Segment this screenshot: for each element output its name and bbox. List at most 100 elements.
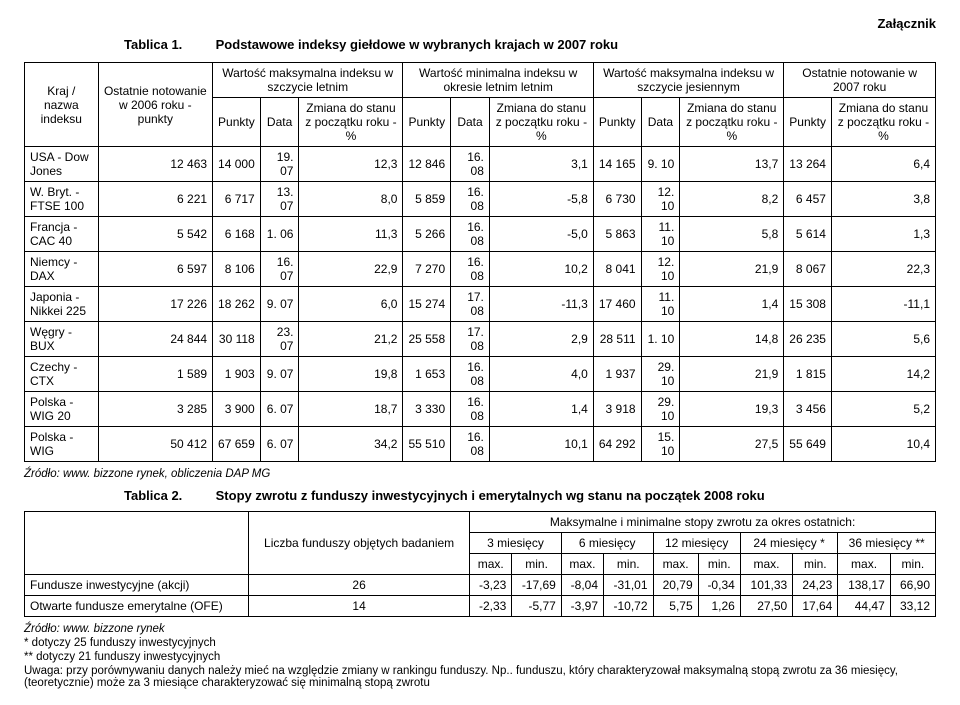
t1-cell: 21,2 bbox=[299, 322, 403, 357]
t1-h-pts: Punkty bbox=[784, 98, 832, 147]
t1-cell: 3,8 bbox=[831, 182, 935, 217]
t1-cell: 3 900 bbox=[213, 392, 261, 427]
table-row: Czechy - CTX1 5891 9039. 0719,81 65316. … bbox=[25, 357, 936, 392]
t1-country: W. Bryt. - FTSE 100 bbox=[25, 182, 99, 217]
t1-h-delta: Zmiana do stanu z początku roku - % bbox=[680, 98, 784, 147]
t1-cell: 16. 07 bbox=[260, 252, 299, 287]
table-row: Fundusze inwestycyjne (akcji)26-3,23-17,… bbox=[25, 575, 936, 596]
t2-cell: 101,33 bbox=[740, 575, 792, 596]
t1-cell: 13,7 bbox=[680, 147, 784, 182]
t2-label: Otwarte fundusze emerytalne (OFE) bbox=[25, 596, 249, 617]
t1-h-date: Data bbox=[641, 98, 680, 147]
t2-h-12m: 12 miesięcy bbox=[653, 533, 740, 554]
t1-cell: 6 457 bbox=[784, 182, 832, 217]
t1-cell: 6 168 bbox=[213, 217, 261, 252]
t2-tab-label: Tablica 2. bbox=[124, 488, 182, 503]
t1-cell: 16. 08 bbox=[451, 427, 490, 462]
t1-cell: 21,9 bbox=[680, 252, 784, 287]
t2-cell: -31,01 bbox=[604, 575, 654, 596]
t1-cell: 13 264 bbox=[784, 147, 832, 182]
t1-h-last2006: Ostatnie notowanie w 2006 roku - punkty bbox=[98, 63, 212, 147]
t1-cell: 29. 10 bbox=[641, 392, 680, 427]
t1-cell: 9. 07 bbox=[260, 357, 299, 392]
t1-cell: 6 730 bbox=[593, 182, 641, 217]
t1-cell: 6. 07 bbox=[260, 427, 299, 462]
t2-cell: -2,33 bbox=[470, 596, 512, 617]
t2-h-max: max. bbox=[470, 554, 512, 575]
t1-cell: 23. 07 bbox=[260, 322, 299, 357]
t1-h-last2007: Ostatnie notowanie w 2007 roku bbox=[784, 63, 936, 98]
table-row: Japonia - Nikkei 22517 22618 2629. 076,0… bbox=[25, 287, 936, 322]
t1-cell: 55 649 bbox=[784, 427, 832, 462]
t1-tab-label: Tablica 1. bbox=[124, 37, 182, 52]
t1-cell: 11,3 bbox=[299, 217, 403, 252]
t1-cell: 12. 10 bbox=[641, 182, 680, 217]
t1-cell: 16. 08 bbox=[451, 357, 490, 392]
t1-cell: -11,1 bbox=[831, 287, 935, 322]
table-row: Niemcy - DAX6 5978 10616. 0722,97 27016.… bbox=[25, 252, 936, 287]
t1-cell: 19. 07 bbox=[260, 147, 299, 182]
t1-cell: 14 165 bbox=[593, 147, 641, 182]
t1-cell: 55 510 bbox=[403, 427, 451, 462]
t2-cell: 138,17 bbox=[838, 575, 890, 596]
t1-h-date: Data bbox=[451, 98, 490, 147]
t1-cell: 10,4 bbox=[831, 427, 935, 462]
t1-cell: 2,9 bbox=[489, 322, 593, 357]
t1-country: Japonia - Nikkei 225 bbox=[25, 287, 99, 322]
t1-country: Niemcy - DAX bbox=[25, 252, 99, 287]
t1-cell: 3 918 bbox=[593, 392, 641, 427]
t1-h-pts: Punkty bbox=[593, 98, 641, 147]
t1-cell: 12 463 bbox=[98, 147, 212, 182]
t1-h-maxsummer: Wartość maksymalna indeksu w szczycie le… bbox=[213, 63, 403, 98]
table-row: Francja - CAC 405 5426 1681. 0611,35 266… bbox=[25, 217, 936, 252]
t1-cell: 1 937 bbox=[593, 357, 641, 392]
t1-h-country: Kraj / nazwa indeksu bbox=[25, 63, 99, 147]
t1-h-maxautumn: Wartość maksymalna indeksu w szczycie je… bbox=[593, 63, 783, 98]
t2-cell: 66,90 bbox=[890, 575, 935, 596]
t1-country: Polska - WIG bbox=[25, 427, 99, 462]
t1-cell: 1,4 bbox=[489, 392, 593, 427]
t1-cell: 13. 07 bbox=[260, 182, 299, 217]
t1-cell: 15 308 bbox=[784, 287, 832, 322]
t1-cell: 22,9 bbox=[299, 252, 403, 287]
t1-cell: 1. 10 bbox=[641, 322, 680, 357]
t1-cell: 5,6 bbox=[831, 322, 935, 357]
t1-cell: 5 859 bbox=[403, 182, 451, 217]
t1-cell: 22,3 bbox=[831, 252, 935, 287]
t1-cell: -5,8 bbox=[489, 182, 593, 217]
t1-cell: 29. 10 bbox=[641, 357, 680, 392]
t1-cell: 16. 08 bbox=[451, 252, 490, 287]
t1-cell: 5 614 bbox=[784, 217, 832, 252]
t1-cell: 16. 08 bbox=[451, 182, 490, 217]
t1-cell: 6 597 bbox=[98, 252, 212, 287]
table-row: USA - Dow Jones12 46314 00019. 0712,312 … bbox=[25, 147, 936, 182]
attachment-label: Załącznik bbox=[24, 16, 936, 31]
t1-cell: 67 659 bbox=[213, 427, 261, 462]
t2-cell: -10,72 bbox=[604, 596, 654, 617]
t1-h-delta: Zmiana do stanu z początku roku - % bbox=[489, 98, 593, 147]
t1-country: Francja - CAC 40 bbox=[25, 217, 99, 252]
t2-h-blank bbox=[25, 512, 249, 575]
t1-cell: 17 460 bbox=[593, 287, 641, 322]
t1-cell: 14,2 bbox=[831, 357, 935, 392]
t1-cell: 50 412 bbox=[98, 427, 212, 462]
t1-cell: 6. 07 bbox=[260, 392, 299, 427]
t2-cell: 44,47 bbox=[838, 596, 890, 617]
t2-count: 26 bbox=[249, 575, 470, 596]
t1-cell: 15. 10 bbox=[641, 427, 680, 462]
t1-cell: 15 274 bbox=[403, 287, 451, 322]
t2-cell: -8,04 bbox=[561, 575, 603, 596]
t2-cell: -0,34 bbox=[698, 575, 740, 596]
t1-cell: 17 226 bbox=[98, 287, 212, 322]
t1-cell: 8 041 bbox=[593, 252, 641, 287]
t1-h-minsummer: Wartość minimalna indeksu w okresie letn… bbox=[403, 63, 593, 98]
t1-cell: 24 844 bbox=[98, 322, 212, 357]
t2-h-3m: 3 miesięcy bbox=[470, 533, 562, 554]
t1-cell: 12,3 bbox=[299, 147, 403, 182]
t1-source: Źródło: www. bizzone rynek, obliczenia D… bbox=[24, 468, 936, 480]
t2-cell: 5,75 bbox=[653, 596, 698, 617]
t1-cell: 1,4 bbox=[680, 287, 784, 322]
t2-h-36m: 36 miesięcy ** bbox=[838, 533, 936, 554]
t1-cell: 16. 08 bbox=[451, 147, 490, 182]
t2-foot2: ** dotyczy 21 funduszy inwestycyjnych bbox=[24, 651, 936, 663]
